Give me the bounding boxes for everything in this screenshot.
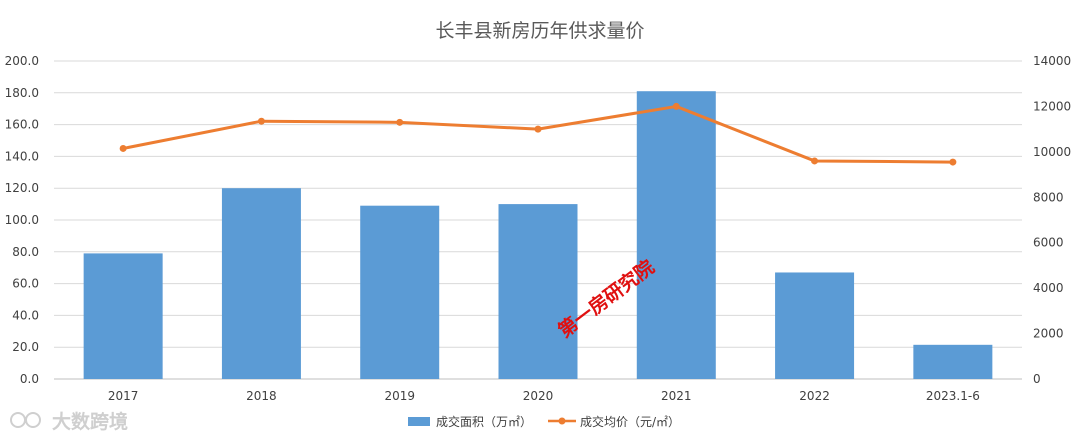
y-right-tick-label: 12000 (1033, 99, 1071, 113)
watermark-corner-text: 大数跨境 (52, 410, 128, 433)
y-left-tick-label: 120.0 (5, 181, 39, 195)
y-left-tick-label: 160.0 (5, 118, 39, 132)
legend-bar-label: 成交面积（万㎡） (436, 414, 532, 429)
y-right-tick-label: 4000 (1033, 281, 1064, 295)
x-tick-label: 2018 (246, 389, 277, 403)
legend: 成交面积（万㎡） 成交均价（元/㎡） (408, 414, 680, 429)
bar-series (83, 91, 993, 380)
bar (360, 205, 440, 379)
y-left-tick-label: 40.0 (12, 308, 39, 322)
y-right-tick-label: 14000 (1033, 54, 1071, 68)
x-tick-label: 2017 (108, 389, 139, 403)
bar (775, 272, 855, 379)
y-left-tick-label: 20.0 (12, 340, 39, 354)
price-line (122, 104, 953, 164)
y-right-tick-label: 2000 (1033, 327, 1064, 341)
line-point (811, 157, 819, 165)
line-point (257, 117, 265, 125)
y-left-tick-label: 80.0 (12, 245, 39, 259)
y-left-tick-label: 100.0 (5, 213, 39, 227)
y-axis-right: 0 2000 4000 6000 8000 10000 12000 14000 (1033, 54, 1071, 386)
bar (913, 344, 993, 379)
legend-line-label: 成交均价（元/㎡） (580, 414, 680, 429)
line-point (534, 125, 542, 133)
chart-title: 长丰县新房历年供求量价 (435, 20, 644, 42)
y-axis-left: 0.0 20.0 40.0 60.0 80.0 100.0 120.0 140.0 160.0 1… (5, 54, 39, 386)
x-tick-label: 2021 (661, 389, 692, 403)
y-left-tick-label: 200.0 (5, 54, 39, 68)
y-right-tick-label: 8000 (1033, 190, 1064, 204)
legend-line-marker (558, 417, 566, 425)
y-left-tick-label: 180.0 (5, 86, 39, 100)
x-axis: 2017 2018 2019 2020 2021 2022 2023.1-6 (108, 389, 980, 403)
bar (83, 253, 163, 379)
watermark-corner: 大数跨境 (10, 410, 128, 433)
line-point (949, 158, 957, 166)
line-point (396, 118, 404, 126)
watermark-logo-icon-2 (25, 412, 41, 428)
line-point (672, 102, 680, 110)
x-tick-label: 2019 (384, 389, 415, 403)
bar (498, 204, 578, 379)
watermark-logo-icon (10, 412, 26, 428)
legend-bar-swatch (408, 417, 430, 426)
x-tick-label: 2020 (523, 389, 554, 403)
bar (636, 91, 716, 380)
x-tick-label: 2023.1-6 (926, 389, 980, 403)
y-right-tick-label: 10000 (1033, 145, 1071, 159)
y-left-tick-label: 140.0 (5, 149, 39, 163)
bar (221, 188, 301, 379)
y-right-tick-label: 0 (1033, 372, 1041, 386)
y-left-tick-label: 0.0 (20, 372, 39, 386)
y-right-tick-label: 6000 (1033, 236, 1064, 250)
line-series (119, 102, 957, 166)
x-tick-label: 2022 (799, 389, 830, 403)
line-point (119, 144, 127, 152)
y-left-tick-label: 60.0 (12, 277, 39, 291)
